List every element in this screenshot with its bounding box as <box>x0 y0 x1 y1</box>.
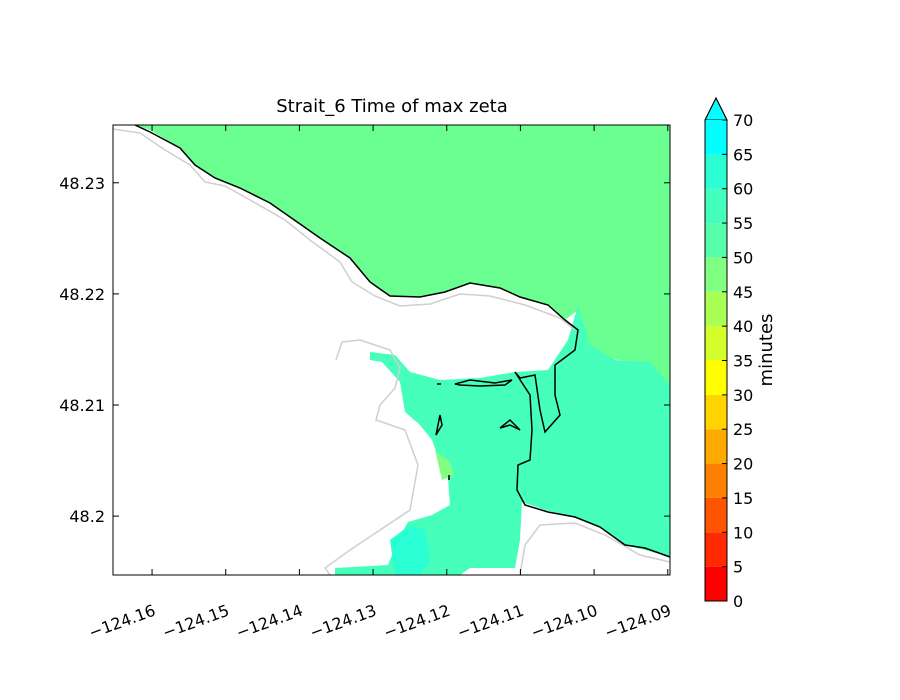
coastline <box>134 124 671 558</box>
axes-frame <box>112 124 671 576</box>
colorbar-segment <box>705 429 727 464</box>
colorbar-tick-label: 10 <box>733 523 753 542</box>
colorbar-tick-label: 45 <box>733 283 753 302</box>
colorbar-tick-label: 30 <box>733 386 753 405</box>
contour-gray <box>112 128 671 576</box>
colorbar-segment <box>705 291 727 327</box>
colorbar-segment <box>705 532 727 567</box>
colorbar-segment <box>705 326 727 361</box>
colorbar-tick-label: 0 <box>733 592 743 611</box>
colorbar-segment <box>705 154 727 189</box>
colorbar-label: minutes <box>756 314 777 387</box>
colorbar-segment <box>705 566 727 601</box>
region-lower <box>335 305 670 575</box>
colorbar-tick-label: 65 <box>733 145 753 164</box>
colorbar-segment <box>705 463 727 498</box>
colorbar-segment <box>705 188 727 224</box>
colorbar-segment <box>705 497 727 533</box>
colorbar-segment <box>705 257 727 292</box>
colorbar-tick-label: 20 <box>733 455 753 474</box>
map <box>112 124 671 576</box>
region-highlight <box>390 525 430 575</box>
colorbar-tick-label: 70 <box>733 111 753 130</box>
colorbar-segment <box>705 394 727 430</box>
y-tick-label: 48.23 <box>59 174 105 193</box>
colorbar-segment <box>705 223 727 258</box>
colorbar-tick-label: 35 <box>733 352 753 371</box>
colorbar-tick-label: 15 <box>733 489 753 508</box>
colorbar-tick-label: 5 <box>733 558 743 577</box>
colorbar-tick-label: 50 <box>733 248 753 267</box>
colorbar-tick-label: 40 <box>733 317 753 336</box>
y-tick-label: 48.2 <box>69 507 105 526</box>
region-upper <box>135 125 670 385</box>
colorbar-tick-label: 25 <box>733 420 753 439</box>
y-tick-label: 48.22 <box>59 285 105 304</box>
chart-title: Strait_6 Time of max zeta <box>276 96 508 117</box>
colorbar-tick-label: 55 <box>733 214 753 233</box>
region-patch <box>435 450 454 480</box>
colorbar-segment <box>705 360 727 395</box>
y-tick-label: 48.21 <box>59 396 105 415</box>
colorbar-segment <box>705 120 727 155</box>
colorbar-tick-label: 60 <box>733 180 753 199</box>
